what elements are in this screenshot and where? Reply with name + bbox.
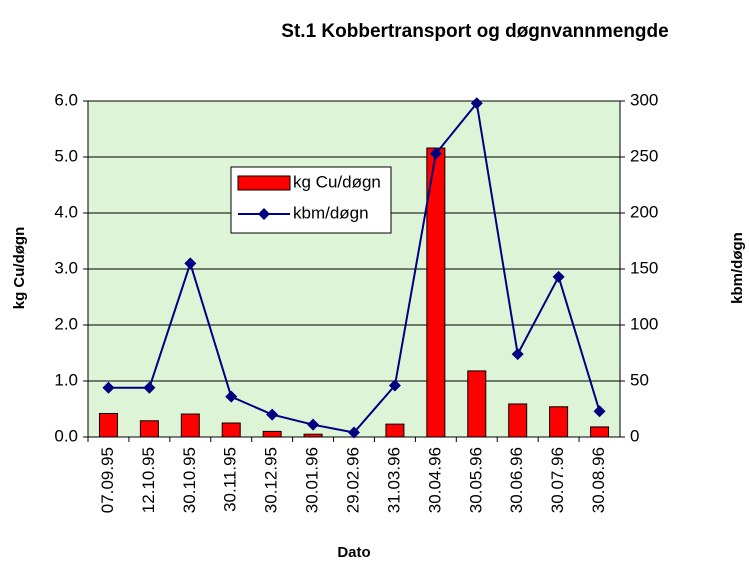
bar [549, 406, 569, 438]
x-tick-label: 30.07.96 [548, 447, 567, 513]
x-tick-label: 30.04.96 [425, 447, 444, 513]
marker [388, 379, 401, 392]
marker [593, 405, 606, 418]
marker [348, 426, 360, 439]
marker [429, 147, 442, 160]
bar [590, 426, 610, 438]
x-tick-label: 30.06.96 [507, 447, 526, 513]
legend-marker [258, 208, 270, 220]
marker [225, 390, 238, 403]
y2-tick-label: 0 [630, 426, 639, 445]
x-tick-label: 07.09.95 [98, 447, 117, 513]
x-tick-label: 30.12.95 [262, 447, 281, 513]
y2-tick-label: 250 [630, 146, 658, 165]
x-tick-label: 30.08.96 [589, 447, 608, 513]
y2-axis-title: kbm/døgn [729, 232, 746, 304]
y2-tick-label: 50 [630, 370, 649, 389]
y2-tick-label: 150 [630, 258, 658, 277]
x-tick-label: 12.10.95 [139, 447, 158, 513]
marker [470, 97, 483, 110]
y-tick-label: 0.0 [54, 426, 78, 445]
y2-tick-label: 200 [630, 202, 658, 221]
y-tick-label: 2.0 [54, 314, 78, 333]
y-axis-title: kg Cu/døgn [11, 227, 28, 310]
chart-title: St.1 Kobbertransport og døgnvannmengde [281, 21, 668, 42]
bar [303, 433, 323, 438]
x-tick-label: 29.02.96 [343, 447, 362, 513]
y-tick-label: 1.0 [54, 370, 78, 389]
marker [266, 408, 279, 421]
bar [180, 413, 200, 438]
x-tick-label: 31.03.96 [384, 447, 403, 513]
x-tick-label: 30.05.96 [466, 447, 485, 513]
marker [552, 270, 565, 283]
marker [511, 348, 524, 361]
marker [307, 418, 320, 431]
legend-swatch [237, 175, 291, 191]
y2-tick-label: 300 [630, 90, 658, 109]
marker [143, 381, 156, 394]
bar [385, 423, 405, 438]
bar [467, 370, 487, 438]
legend-label: kg Cu/døgn [293, 172, 381, 191]
bar [221, 422, 241, 438]
marker [184, 257, 197, 270]
y-tick-label: 4.0 [54, 202, 78, 221]
x-tick-label: 30.01.96 [303, 447, 322, 513]
x-tick-label: 30.10.95 [180, 447, 199, 513]
x-tick-label: 30.11.95 [221, 447, 240, 512]
bar [508, 403, 528, 438]
legend-label: kbm/døgn [293, 203, 369, 222]
bar [139, 420, 159, 438]
x-axis-title: Dato [337, 544, 370, 561]
y-tick-label: 5.0 [54, 146, 78, 165]
marker [102, 381, 115, 394]
bar [98, 412, 118, 438]
y-tick-label: 3.0 [54, 258, 78, 277]
y-tick-label: 6.0 [54, 90, 78, 109]
bar [262, 430, 282, 438]
y2-tick-label: 100 [630, 314, 658, 333]
